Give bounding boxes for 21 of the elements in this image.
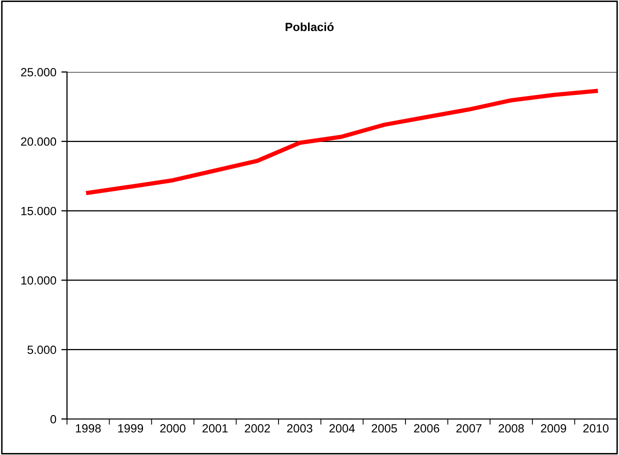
line-series [86, 88, 598, 195]
y-tick-label: 10.000 [21, 276, 56, 285]
x-tick-label: 2006 [414, 424, 440, 433]
y-tick-label: 15.000 [21, 206, 56, 216]
x-tick-label: 2002 [244, 424, 270, 433]
x-tick-label: 2010 [583, 424, 609, 433]
y-tick-label: 25.000 [21, 68, 56, 76]
x-tick-label: 2003 [287, 424, 312, 433]
x-tick-label: 2008 [498, 424, 524, 433]
x-tick-label: 2009 [541, 424, 566, 433]
x-tick-label: 1999 [118, 424, 144, 433]
y-tick-label: 20.000 [21, 137, 56, 146]
x-tick-label: 2000 [160, 424, 186, 433]
y-tick-label: 0 [50, 415, 56, 424]
x-tick-label: 2001 [202, 424, 228, 433]
y-tick-label: 5.000 [28, 346, 56, 354]
x-tick-label: 2007 [456, 424, 482, 433]
x-tick-label: 2005 [372, 424, 397, 433]
x-tick-label: 1998 [76, 424, 101, 433]
chart-title: Població [286, 22, 334, 32]
x-tick-label: 2004 [329, 424, 355, 433]
